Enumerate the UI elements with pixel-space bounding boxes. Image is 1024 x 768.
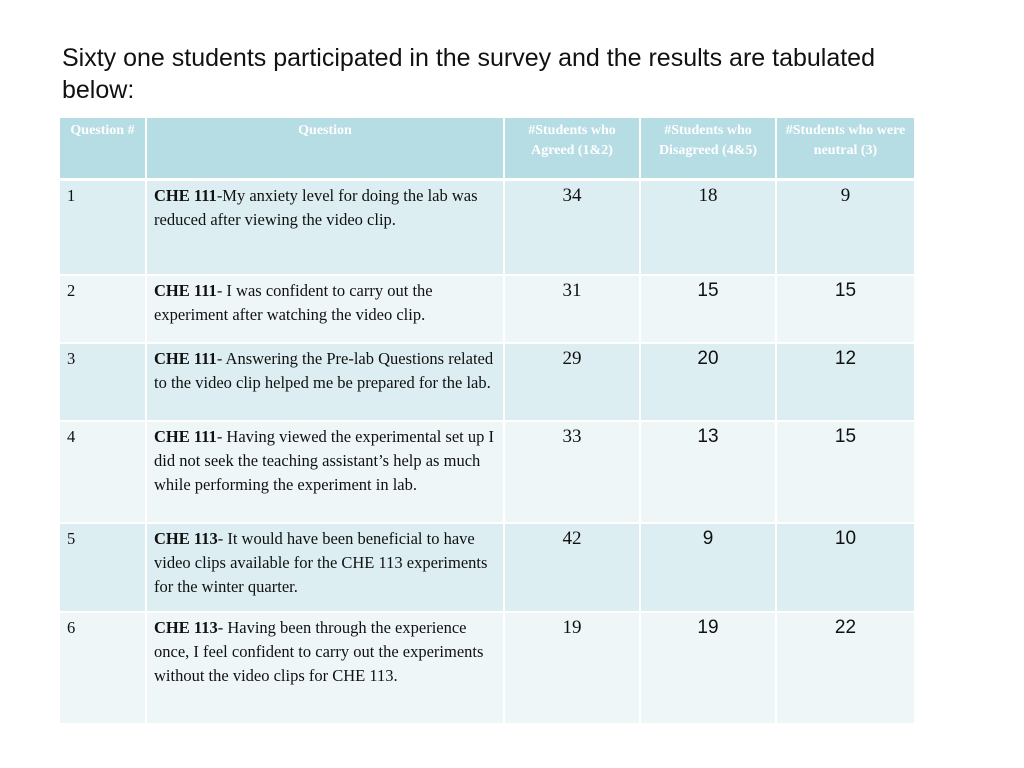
question-cell: CHE 111- I was confident to carry out th… (146, 274, 505, 344)
course-code: CHE 111 (154, 426, 217, 446)
table-header-row: Question # Question #Students who Agreed… (60, 118, 914, 181)
question-text: - Having viewed the experimental set up … (154, 426, 495, 494)
header-agreed: #Students who Agreed (1&2) (504, 118, 641, 181)
question-cell: CHE 111- Having viewed the experimental … (146, 420, 505, 524)
header-question: Question (146, 118, 505, 181)
question-number: 1 (60, 179, 147, 276)
course-code: CHE 113 (154, 617, 218, 637)
table-row: 3 CHE 111- Answering the Pre-lab Questio… (60, 342, 914, 422)
header-question-number: Question # (60, 118, 147, 181)
question-number: 5 (60, 522, 147, 613)
agreed-count: 42 (504, 522, 641, 613)
disagreed-count: 19 (640, 611, 777, 725)
question-cell: CHE 111-My anxiety level for doing the l… (146, 179, 505, 276)
question-cell: CHE 113- Having been through the experie… (146, 611, 505, 725)
neutral-count: 10 (776, 522, 914, 613)
course-code: CHE 111 (154, 348, 217, 368)
agreed-count: 19 (504, 611, 641, 725)
disagreed-count: 13 (640, 420, 777, 524)
course-code: CHE 113 (154, 528, 218, 548)
question-cell: CHE 113- It would have been beneficial t… (146, 522, 505, 613)
question-number: 3 (60, 342, 147, 422)
disagreed-count: 15 (640, 274, 777, 344)
neutral-count: 15 (776, 420, 914, 524)
agreed-count: 29 (504, 342, 641, 422)
question-text: - I was confident to carry out the exper… (154, 280, 433, 324)
course-code: CHE 111 (154, 280, 217, 300)
question-text: - It would have been beneficial to have … (154, 528, 488, 596)
disagreed-count: 18 (640, 179, 777, 276)
question-cell: CHE 111- Answering the Pre-lab Questions… (146, 342, 505, 422)
table-row: 4 CHE 111- Having viewed the experimenta… (60, 420, 914, 524)
table-row: 5 CHE 113- It would have been beneficial… (60, 522, 914, 613)
neutral-count: 15 (776, 274, 914, 344)
question-text: - Answering the Pre-lab Questions relate… (154, 348, 494, 392)
question-number: 4 (60, 420, 147, 524)
table-row: 6 CHE 113- Having been through the exper… (60, 611, 914, 725)
intro-text: Sixty one students participated in the s… (62, 44, 875, 104)
question-number: 6 (60, 611, 147, 725)
disagreed-count: 20 (640, 342, 777, 422)
course-code: CHE 111 (154, 186, 217, 205)
neutral-count: 12 (776, 342, 914, 422)
disagreed-count: 9 (640, 522, 777, 613)
agreed-count: 34 (504, 179, 641, 276)
header-disagreed: #Students who Disagreed (4&5) (640, 118, 777, 181)
neutral-count: 9 (776, 179, 914, 276)
survey-results-table: Question # Question #Students who Agreed… (60, 118, 914, 725)
agreed-count: 33 (504, 420, 641, 524)
agreed-count: 31 (504, 274, 641, 344)
neutral-count: 22 (776, 611, 914, 725)
question-number: 2 (60, 274, 147, 344)
question-text: - Having been through the experience onc… (154, 617, 484, 685)
header-neutral: #Students who were neutral (3) (776, 118, 914, 181)
table-row: 1 CHE 111-My anxiety level for doing the… (60, 179, 914, 276)
table-row: 2 CHE 111- I was confident to carry out … (60, 274, 914, 344)
question-text: -My anxiety level for doing the lab was … (154, 186, 478, 229)
